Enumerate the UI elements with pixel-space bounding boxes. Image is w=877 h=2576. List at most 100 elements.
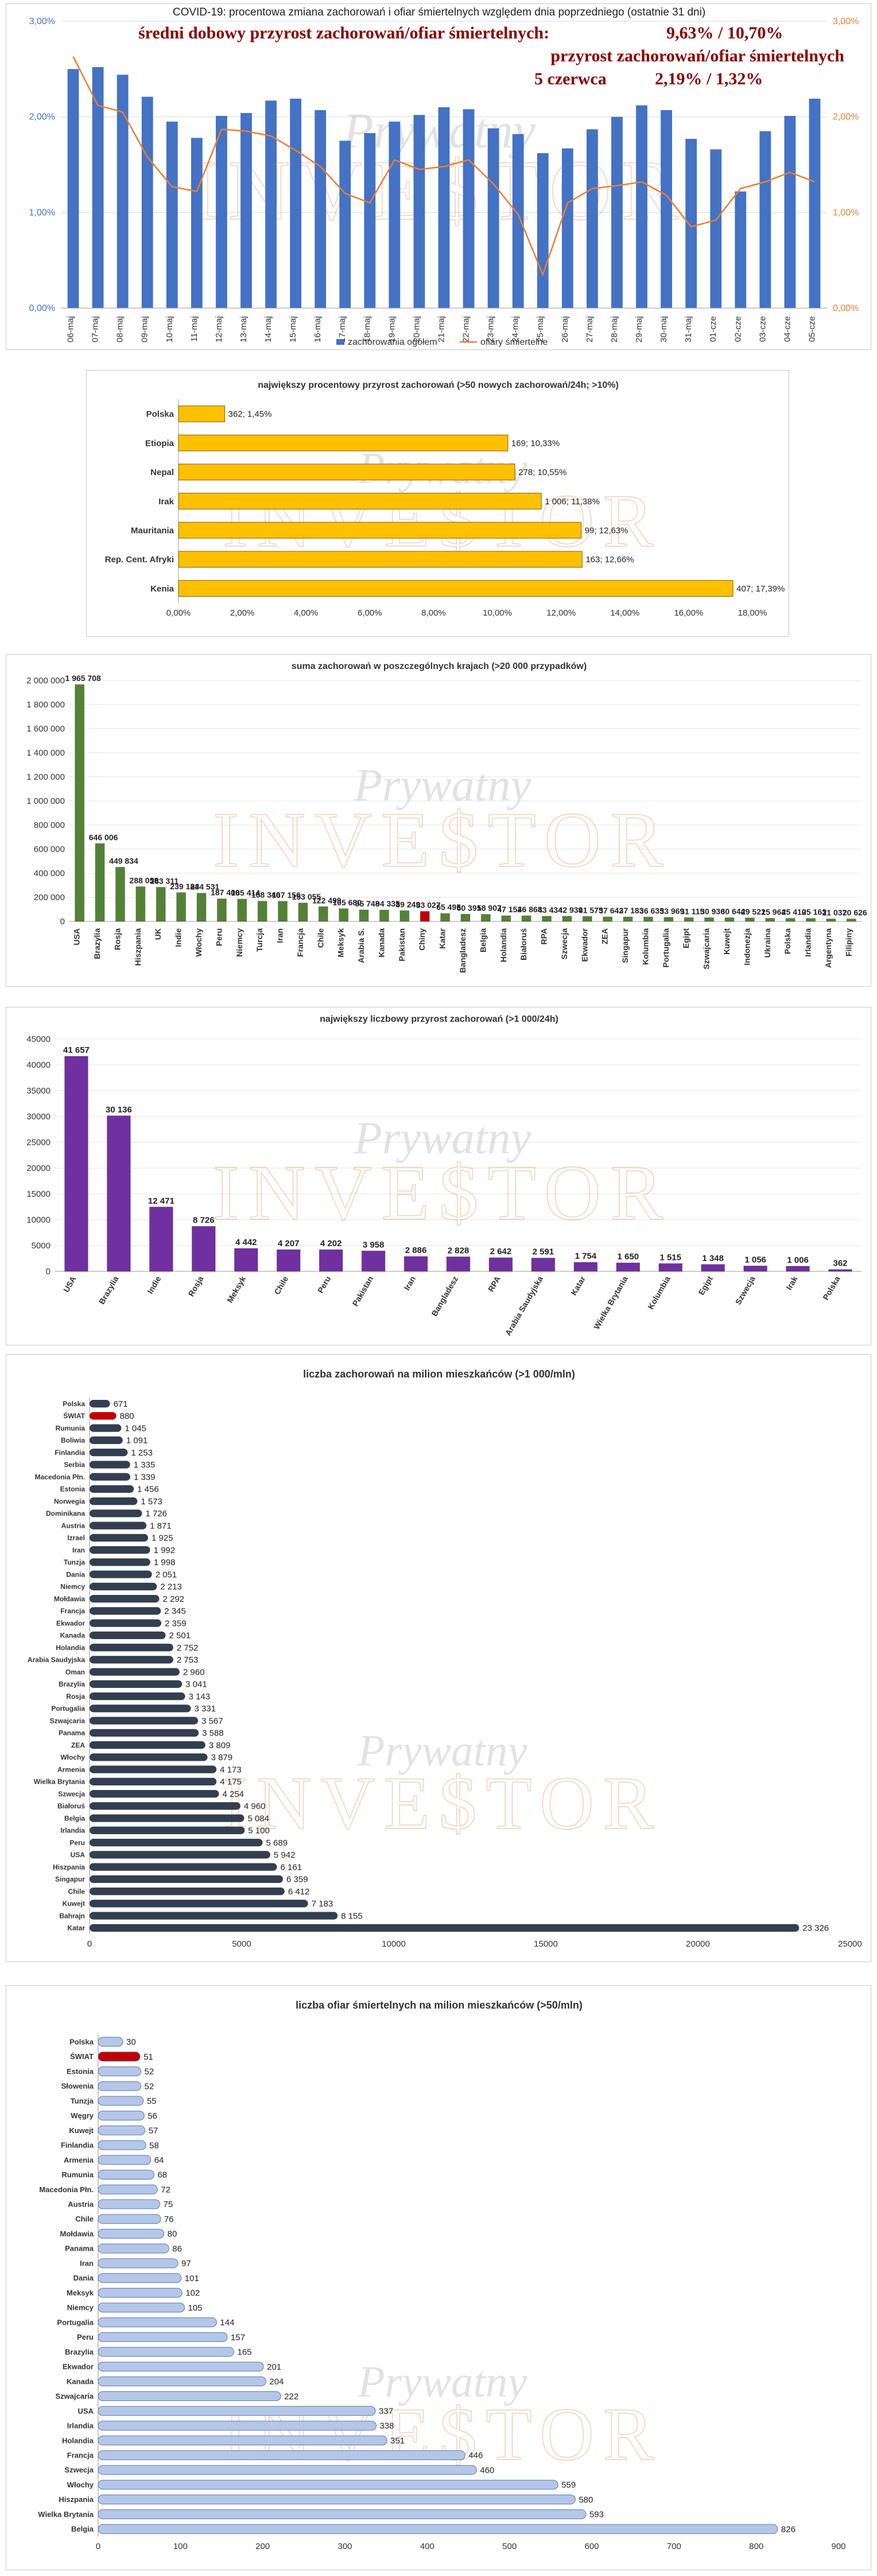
category-label: Kuwejt xyxy=(63,1900,85,1908)
y-tick-label: 35000 xyxy=(26,1086,51,1096)
y-tick-label: 400 000 xyxy=(34,869,65,878)
data-label: 165 xyxy=(238,2348,252,2357)
category-label: Finlandia xyxy=(61,2141,94,2150)
data-label: 94 335 xyxy=(375,899,400,908)
category-label: Niemcy xyxy=(235,928,244,957)
bar xyxy=(90,1558,150,1566)
data-label: 47 152 xyxy=(497,905,522,914)
x-tick-label: 10,00% xyxy=(483,608,512,618)
category-label: Rosja xyxy=(186,1274,205,1298)
category-label: Ekwador xyxy=(580,928,589,962)
category-label: Dominikana xyxy=(46,1509,85,1517)
bar xyxy=(98,2214,161,2224)
category-label: Boliwia xyxy=(61,1437,85,1445)
bar xyxy=(616,1262,641,1272)
category-label: Katar xyxy=(569,1274,587,1297)
data-label: 153 055 xyxy=(292,892,321,901)
data-label: 76 xyxy=(164,2215,174,2224)
x-tick-label: 20000 xyxy=(686,1939,710,1949)
data-label: 4 960 xyxy=(244,1801,266,1811)
data-label: 65 495 xyxy=(436,902,461,912)
category-label: Kolumbia xyxy=(641,928,650,965)
category-label: Iran xyxy=(72,1546,85,1554)
bar xyxy=(216,898,227,922)
category-label: Ekwador xyxy=(63,2363,94,2371)
bar xyxy=(64,1056,88,1272)
category-label: Polska xyxy=(63,1400,85,1408)
bar xyxy=(403,1256,428,1272)
bar xyxy=(178,551,583,568)
category-label: ZEA xyxy=(600,928,610,944)
category-label: Chile xyxy=(68,1888,86,1896)
y-tick-label: 2,00% xyxy=(29,112,55,122)
category-label: Kenia xyxy=(150,584,174,594)
data-label: 338 xyxy=(379,2421,394,2431)
x-tick-label: 07-maj xyxy=(91,316,100,343)
data-label: 1 006 xyxy=(787,1255,809,1265)
data-label: 407; 17,39% xyxy=(736,584,785,594)
bar xyxy=(90,1644,173,1652)
data-label: 52 xyxy=(145,2067,154,2077)
category-label: Macedonia Płn. xyxy=(35,1473,85,1481)
bar xyxy=(178,580,734,597)
bar xyxy=(278,901,288,922)
bar xyxy=(234,1248,258,1272)
data-label: 337 xyxy=(379,2407,393,2417)
data-label: 89 249 xyxy=(395,900,420,909)
category-label: Katar xyxy=(67,1924,85,1932)
bar xyxy=(643,916,653,922)
category-label: Rumunia xyxy=(56,1424,86,1432)
bar xyxy=(92,67,104,308)
y-tick-label: 0,00% xyxy=(29,303,55,313)
bar xyxy=(107,1115,131,1272)
bar xyxy=(98,2495,576,2505)
bar xyxy=(98,2347,234,2357)
category-label: Arabia S. xyxy=(356,928,366,963)
x-tick-label: 31-maj xyxy=(684,316,693,343)
bar xyxy=(141,96,153,308)
data-label: 3 588 xyxy=(202,1729,224,1738)
bar xyxy=(463,109,475,309)
category-label: ŚWIAT xyxy=(70,2052,94,2061)
data-label: 4 442 xyxy=(235,1238,257,1247)
category-label: Szwecja xyxy=(734,1274,757,1306)
data-label: 2 886 xyxy=(405,1246,427,1255)
data-label: 351 xyxy=(390,2436,405,2446)
category-label: Francja xyxy=(296,928,305,957)
x-tick-label: 400 xyxy=(420,2542,434,2551)
data-label: 105 xyxy=(188,2303,203,2313)
category-label: Pakistan xyxy=(397,928,406,962)
data-label: 446 xyxy=(468,2451,483,2461)
bar xyxy=(90,1912,338,1920)
data-label: 43 434 xyxy=(538,905,562,915)
annotation-line1-value: 9,63% / 10,70% xyxy=(666,24,783,42)
data-label: 1 456 xyxy=(137,1485,159,1495)
data-label: 29 521 xyxy=(741,907,766,916)
bar xyxy=(364,133,376,308)
category-label: Białoruś xyxy=(57,1802,85,1810)
x-tick-label: 23-maj xyxy=(486,316,496,343)
category-label: Szwajcaria xyxy=(50,1717,86,1725)
category-label: Nepal xyxy=(150,468,174,477)
bar xyxy=(90,1863,277,1871)
category-label: Iran xyxy=(275,928,285,943)
bar xyxy=(90,1814,245,1822)
bar xyxy=(90,1680,183,1688)
bar xyxy=(90,1449,128,1457)
data-label: 2 051 xyxy=(156,1570,177,1579)
data-label: 1 335 xyxy=(134,1460,156,1470)
chart-cases-per-million: liczba zachorowań na milion mieszkańców … xyxy=(28,1368,862,1949)
x-tick-label: 02-cze xyxy=(733,316,743,342)
chart-title: największy procentowy przyrost zachorowa… xyxy=(258,380,619,390)
y-tick-label: 0 xyxy=(46,1267,51,1277)
bar xyxy=(98,2066,142,2076)
y-tick-label: 1 000 000 xyxy=(26,796,65,806)
category-label: Estonia xyxy=(60,1485,86,1493)
bar xyxy=(765,918,775,922)
data-label: 41 575 xyxy=(579,905,603,915)
bar xyxy=(98,2243,169,2254)
data-label: 1 998 xyxy=(154,1558,176,1567)
data-label: 36 635 xyxy=(639,906,664,915)
